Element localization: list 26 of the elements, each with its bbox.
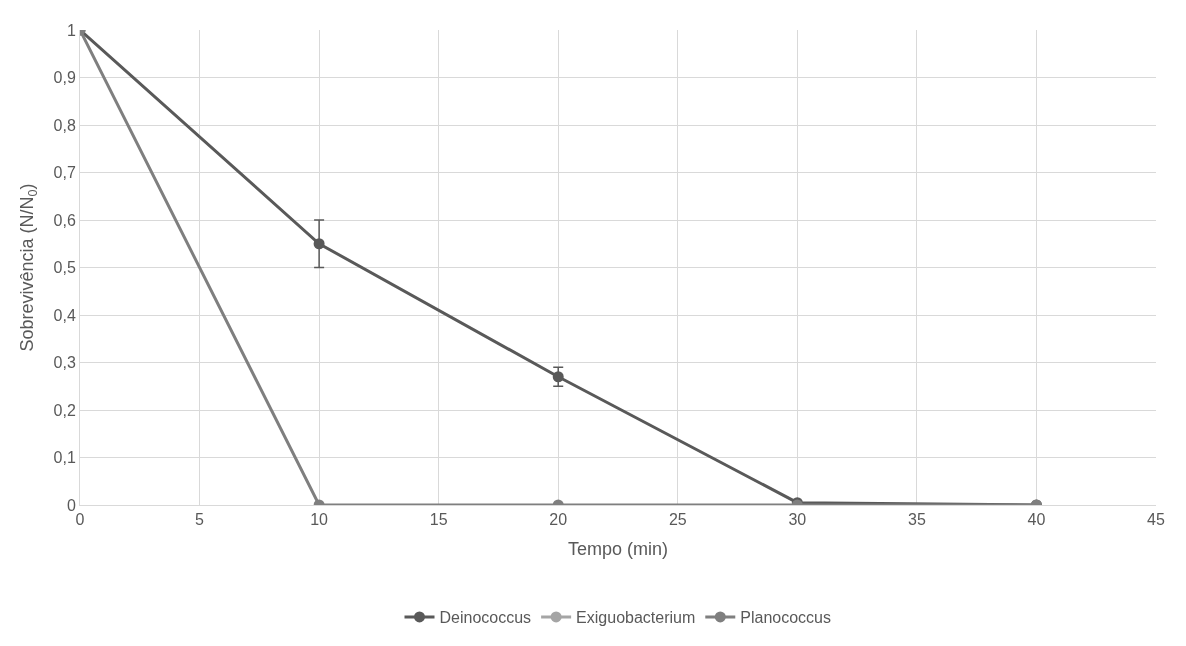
point (552, 371, 564, 383)
x-tick-label: 45 (1147, 511, 1165, 529)
y-tick-label: 0,4 (53, 306, 76, 324)
legend-label: Deinococcus (439, 609, 532, 627)
y-tick-label: 0,5 (53, 259, 76, 277)
x-tick-label: 5 (195, 511, 205, 529)
y-tick-label: 0,7 (53, 164, 76, 182)
y-tick-label: 0,6 (53, 211, 76, 229)
x-tick-label: 20 (549, 511, 568, 529)
x-tick-label: 25 (668, 511, 687, 529)
x-tick-label: 10 (310, 511, 329, 529)
legend-label: Planococcus (740, 609, 831, 627)
y-tick-label: 0 (66, 496, 76, 514)
y-tick-label: 1 (66, 21, 76, 39)
y-tick-label: 0,3 (53, 354, 76, 372)
x-tick-label: 30 (788, 511, 807, 529)
x-tick-label: 40 (1027, 511, 1046, 529)
x-tick-label: 15 (429, 511, 448, 529)
y-tick-label: 0,8 (53, 116, 76, 134)
y-tick-label: 0,2 (53, 401, 76, 419)
legend-label: Exiguobacterium (576, 609, 696, 627)
x-axis-title: Tempo (min) (567, 539, 669, 560)
point (313, 238, 325, 250)
y-tick-label: 0,1 (53, 449, 76, 467)
y-tick-label: 0,9 (53, 69, 76, 87)
x-tick-label: 35 (907, 511, 926, 529)
